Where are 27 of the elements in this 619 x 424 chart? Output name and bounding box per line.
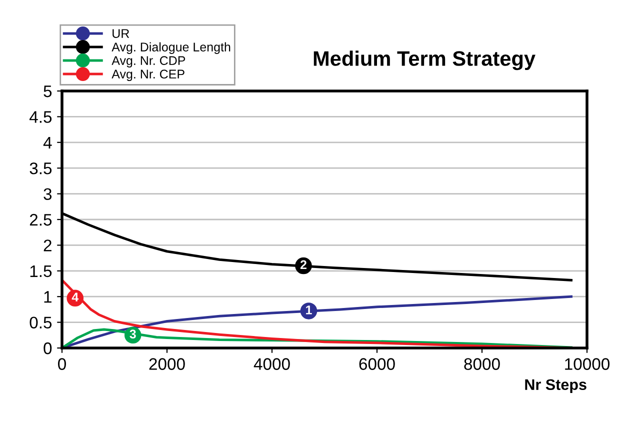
legend-label: Avg. Nr. CDP <box>112 56 186 68</box>
y-tick-label: 3 <box>44 188 52 200</box>
annotation: 3 <box>130 330 136 339</box>
y-tick-label: 3.5 <box>30 162 52 174</box>
x-tick-label: 6000 <box>359 358 395 370</box>
x-tick-label: 8000 <box>464 358 500 370</box>
x-tick-label: 0 <box>58 358 66 370</box>
annotation: 1 <box>306 306 312 314</box>
x-tick-label: 4000 <box>254 358 290 370</box>
chart-title: Medium Term Strategy <box>314 50 536 70</box>
y-tick-label: 0.5 <box>30 316 52 329</box>
legend-label: Avg. Dialogue Length <box>112 42 230 54</box>
y-tick-label: 0 <box>44 342 52 354</box>
y-tick-label: 2.5 <box>30 214 52 226</box>
y-tick-label: 5 <box>44 86 52 98</box>
x-tick-label: 2000 <box>149 358 185 370</box>
y-tick-label: 1.5 <box>30 265 52 278</box>
x-axis-title: Nr Steps <box>525 379 586 394</box>
y-tick-label: 1 <box>44 291 52 303</box>
legend-label: Avg. Nr. CEP <box>112 70 184 81</box>
y-tick-label: 4 <box>43 136 52 148</box>
x-tick-label: 10000 <box>565 358 610 370</box>
y-tick-label: 2 <box>44 240 52 252</box>
legend-label: UR <box>112 29 130 38</box>
annotation: 4 <box>72 292 79 302</box>
y-tick-label: 4.5 <box>29 111 52 123</box>
annotation: 2 <box>300 260 306 269</box>
